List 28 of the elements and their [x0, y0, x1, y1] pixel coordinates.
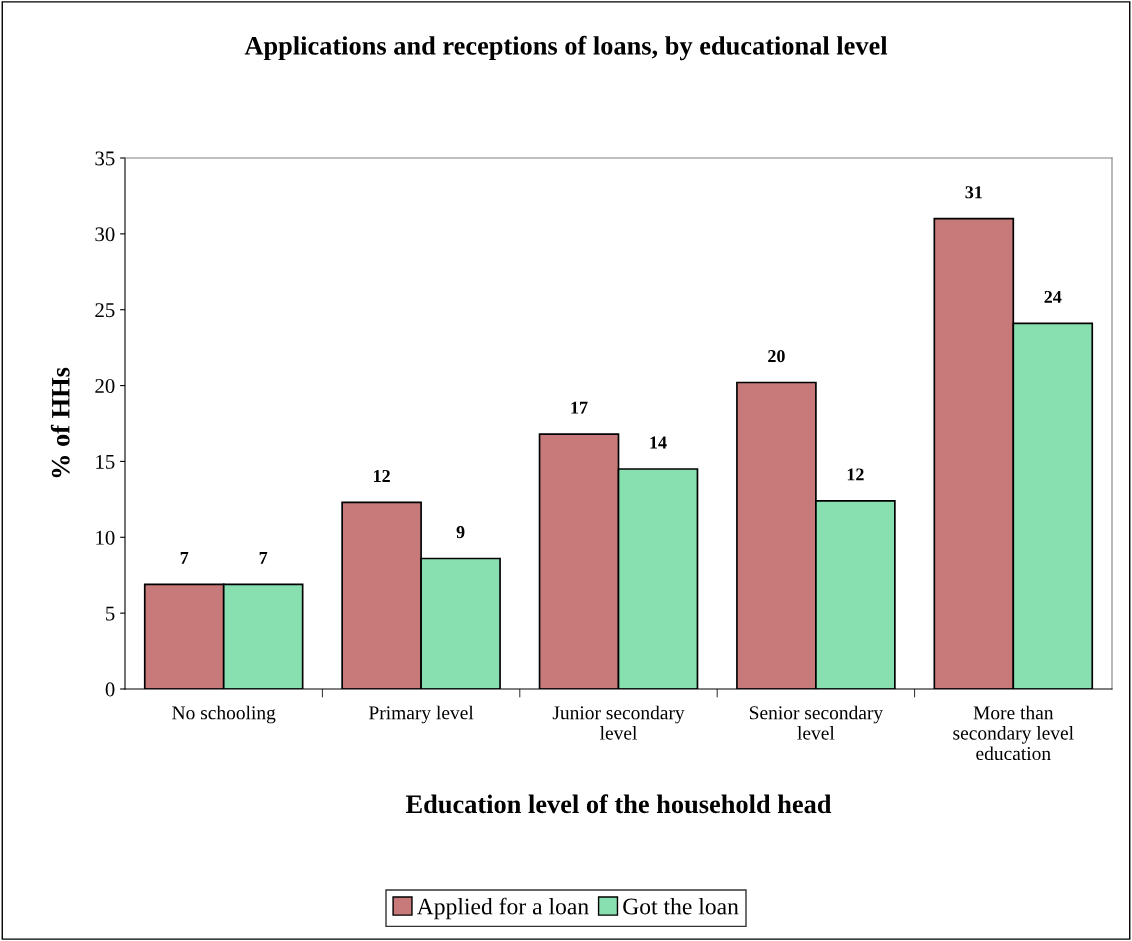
data-label: 9 — [456, 526, 465, 539]
data-label: 7 — [180, 551, 189, 564]
legend-label: Got the loan — [623, 897, 739, 915]
data-label: 31 — [965, 186, 982, 199]
y-tick-label: 20 — [95, 378, 115, 393]
y-axis-title: % of HHs — [50, 367, 70, 478]
y-tick-label: 35 — [95, 151, 115, 166]
data-label: 14 — [650, 436, 667, 449]
y-tick-label: 10 — [96, 530, 115, 545]
data-label: 7 — [259, 551, 268, 564]
x-tick-label: Primary level — [369, 705, 474, 724]
legend-label: Applied for a loan — [416, 897, 589, 920]
data-label: 24 — [1044, 290, 1062, 303]
y-tick-label: 5 — [106, 606, 115, 621]
y-tick-label: 0 — [105, 682, 115, 697]
y-tick-label: 15 — [96, 454, 115, 469]
y-tick-label: 30 — [95, 227, 115, 242]
y-tick-label: 25 — [95, 303, 115, 318]
data-label: 12 — [847, 468, 864, 481]
chart-title: Applications and receptions of loans, by educational level — [244, 35, 888, 61]
data-label: 17 — [571, 401, 588, 414]
x-tick-label: Senior secondary level — [749, 705, 884, 740]
x-tick-label: More than secondary level education — [953, 705, 1074, 761]
x-tick-label: Junior secondary level — [552, 705, 685, 740]
x-tick-label: No schooling — [172, 705, 276, 724]
data-label: 12 — [374, 469, 390, 482]
data-label: 20 — [768, 350, 785, 363]
x-axis-title: Education level of the household head — [405, 794, 832, 814]
